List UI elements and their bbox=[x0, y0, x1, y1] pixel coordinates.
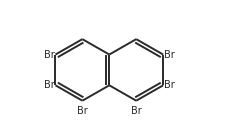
Text: Br: Br bbox=[44, 50, 55, 60]
Text: Br: Br bbox=[164, 50, 175, 60]
Text: Br: Br bbox=[131, 106, 142, 116]
Text: Br: Br bbox=[77, 106, 88, 116]
Text: Br: Br bbox=[44, 80, 55, 90]
Text: Br: Br bbox=[164, 80, 175, 90]
